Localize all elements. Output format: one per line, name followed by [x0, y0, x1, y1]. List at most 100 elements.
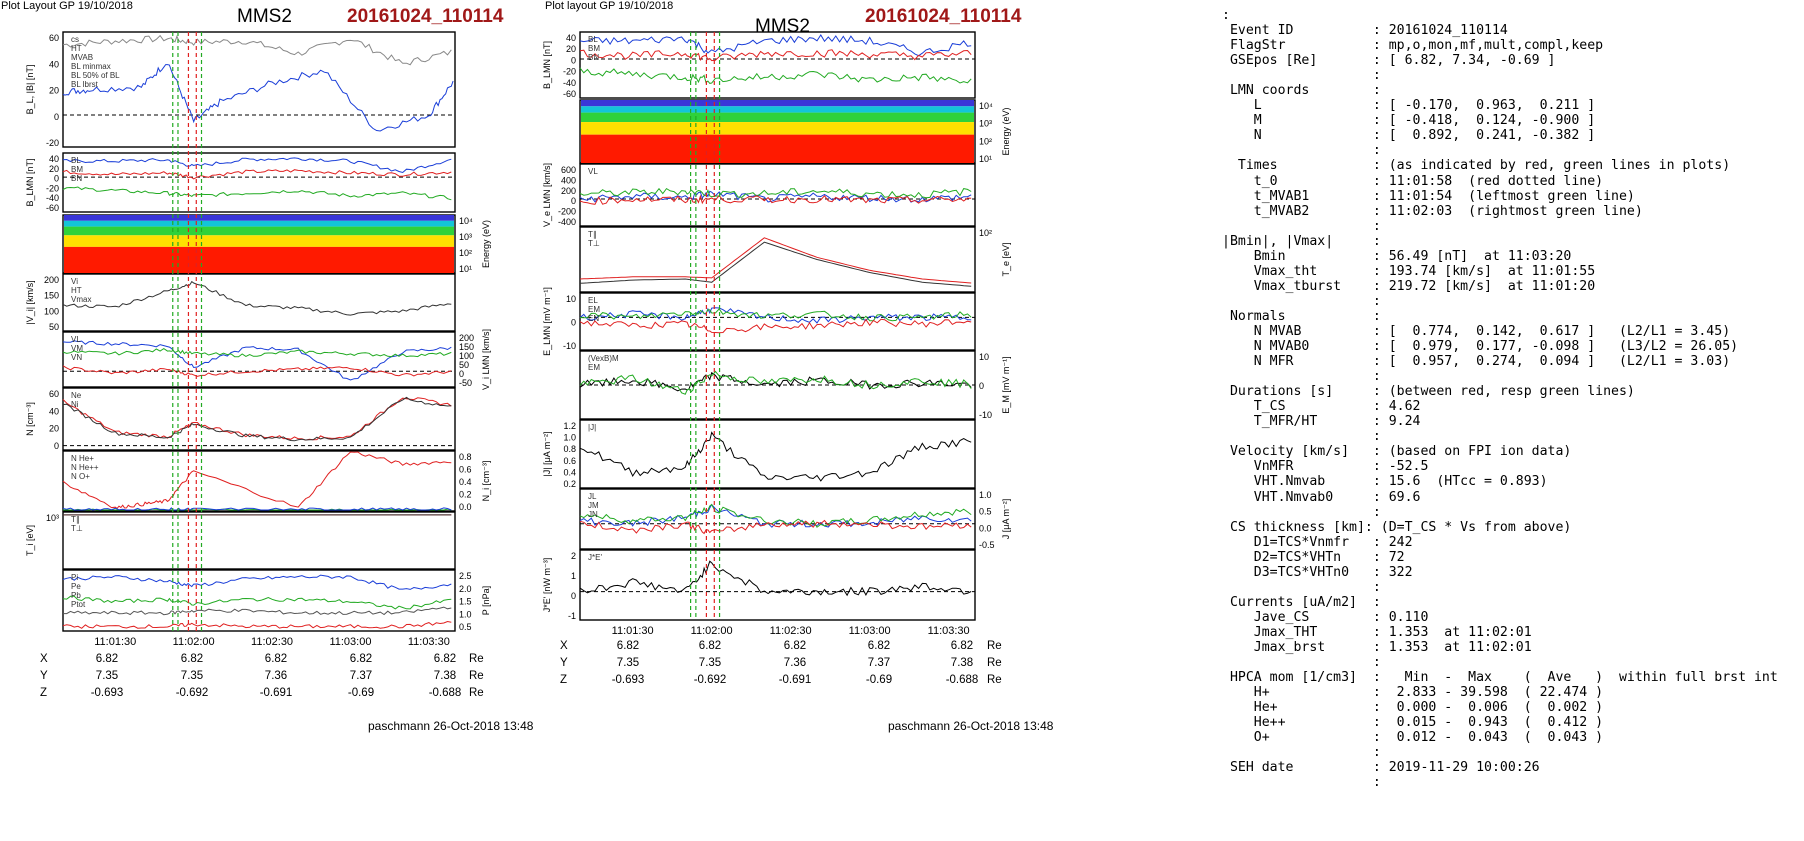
panel-frame: [579, 31, 976, 99]
coord-x-label: X: [560, 640, 568, 652]
y-axis-label: J [μA m⁻²]: [1001, 499, 1011, 539]
y-tick-label: 10³: [46, 513, 59, 523]
info-line: Event ID : 20161024_110114: [1229, 23, 1508, 39]
y-axis-label: B_LMN [nT]: [25, 158, 35, 206]
coord-value: -0.688: [428, 687, 462, 699]
legend-entry: JL: [588, 492, 597, 501]
info-line: :: [1372, 504, 1381, 520]
coord-value: -0.691: [259, 687, 293, 699]
panel-frame: [579, 488, 976, 550]
info-line: :: [1372, 775, 1381, 791]
spectrogram-band: [581, 106, 974, 113]
y-tick-label: 0.0: [979, 523, 992, 533]
y-tick-label: 10⁴: [979, 101, 993, 111]
y-tick-label: 200: [44, 275, 59, 285]
y-tick-label: -40: [46, 193, 59, 203]
legend-entry: BM: [588, 44, 600, 53]
y-tick-label: 0.5: [459, 622, 472, 632]
legend-entry: N He+: [71, 454, 94, 463]
legend-entry: JN: [588, 510, 598, 519]
left-plot-layout-label: Plot Layout GP 19/10/2018: [1, 0, 133, 12]
middle-footer: paschmann 26-Oct-2018 13:48: [888, 719, 1054, 733]
y-axis-label: P [nPa]: [481, 586, 491, 615]
y-tick-label: 200: [459, 333, 474, 343]
legend-entry: T⊥: [588, 239, 600, 248]
legend-entry: VM: [71, 344, 83, 353]
series-line: [62, 396, 452, 442]
info-line: Vmax_tburst : 219.72 [km/s] at 11:01:20: [1253, 278, 1596, 294]
y-tick-label: 0.2: [563, 479, 576, 489]
legend-entry: T⊥: [71, 524, 83, 533]
series-line: [579, 49, 972, 62]
y-tick-label: 10³: [459, 232, 472, 242]
panel-frame: [579, 549, 976, 621]
y-tick-label: 40: [566, 33, 576, 43]
y-tick-label: -20: [46, 138, 59, 148]
x-tick-label: 11:01:30: [612, 625, 654, 637]
legend-entry: JM: [588, 501, 599, 510]
info-line: :: [1372, 579, 1381, 595]
info-line: VHT.Nmvab : 15.6 (HTcc = 0.893): [1253, 474, 1548, 490]
y-tick-label: 2.5: [459, 571, 472, 581]
y-tick-label: 50: [459, 360, 469, 370]
y-tick-label: 0.8: [563, 444, 576, 454]
series-line: [62, 451, 452, 510]
legend-entry: T∥: [588, 230, 597, 239]
x-tick-label: 11:01:30: [94, 636, 136, 648]
panel-frame: [579, 292, 976, 351]
y-tick-label: -20: [46, 183, 59, 193]
coord-value: -0.69: [865, 674, 893, 686]
series-line: [62, 186, 452, 201]
event-info-text: : Event ID : 20161024_110114 FlagStr : m…: [1222, 8, 1778, 790]
y-tick-label: 1.0: [459, 609, 472, 619]
series-line: [579, 307, 972, 324]
legend-entry: Ni: [71, 400, 79, 409]
info-line: Normals :: [1229, 308, 1381, 324]
coord-value: -0.693: [611, 674, 645, 686]
coord-y-label: Y: [560, 657, 568, 669]
panel-frame: [62, 387, 456, 451]
legend-entry: Pi: [71, 573, 78, 582]
info-line: Vmax_tht : 193.74 [km/s] at 11:01:55: [1253, 263, 1596, 279]
y-tick-label: 50: [49, 322, 59, 332]
info-line: N MVAB : [ 0.774, 0.142, 0.617 ] (L2/L1 …: [1253, 323, 1731, 339]
series-line: [579, 370, 972, 395]
series-line: [62, 280, 452, 316]
y-tick-label: 100: [459, 351, 474, 361]
legend-entry: Pb: [71, 591, 81, 600]
legend-entry: Vmax: [71, 295, 91, 304]
info-line: :: [1372, 745, 1381, 761]
coord-value: -0.693: [90, 687, 124, 699]
y-tick-label: 1.0: [979, 490, 992, 500]
spectrogram-band: [581, 112, 974, 123]
legend-entry: BL 50% of BL: [71, 71, 120, 80]
info-line: LMN coords :: [1229, 83, 1381, 99]
y-tick-label: 0.8: [459, 452, 472, 462]
legend-entry: N O+: [71, 472, 90, 481]
left-footer: paschmann 26-Oct-2018 13:48: [368, 719, 534, 733]
y-tick-label: 1.5: [459, 597, 472, 607]
series-line: [579, 519, 972, 535]
info-line: He++ : 0.015 - 0.943 ( 0.412 ): [1253, 715, 1604, 731]
info-line: Times : (as indicated by red, green line…: [1237, 158, 1731, 174]
y-tick-label: 0: [571, 55, 576, 65]
coord-value: 6.82: [180, 653, 204, 665]
y-tick-label: 40: [49, 59, 59, 69]
y-tick-label: 400: [561, 175, 576, 185]
spectrogram-band: [581, 122, 974, 135]
y-axis-label: Energy (eV): [1001, 107, 1011, 155]
panel-frame: [579, 419, 976, 489]
coord-value: -0.692: [693, 674, 727, 686]
spectrogram-band: [64, 235, 454, 247]
x-tick-label: 11:02:30: [251, 636, 293, 648]
info-line: Durations [s] : (between red, resp green…: [1229, 384, 1635, 400]
coord-unit: Re: [987, 640, 1002, 652]
coord-z-label: Z: [560, 674, 568, 686]
y-tick-label: -60: [46, 203, 59, 213]
coord-value: 7.35: [698, 657, 722, 669]
y-tick-label: -20: [563, 67, 576, 77]
legend-entry: Ptot: [71, 600, 86, 609]
spectrogram-band: [581, 100, 974, 107]
info-line: GSEpos [Re] : [ 6.82, 7.34, -0.69 ]: [1229, 53, 1556, 69]
